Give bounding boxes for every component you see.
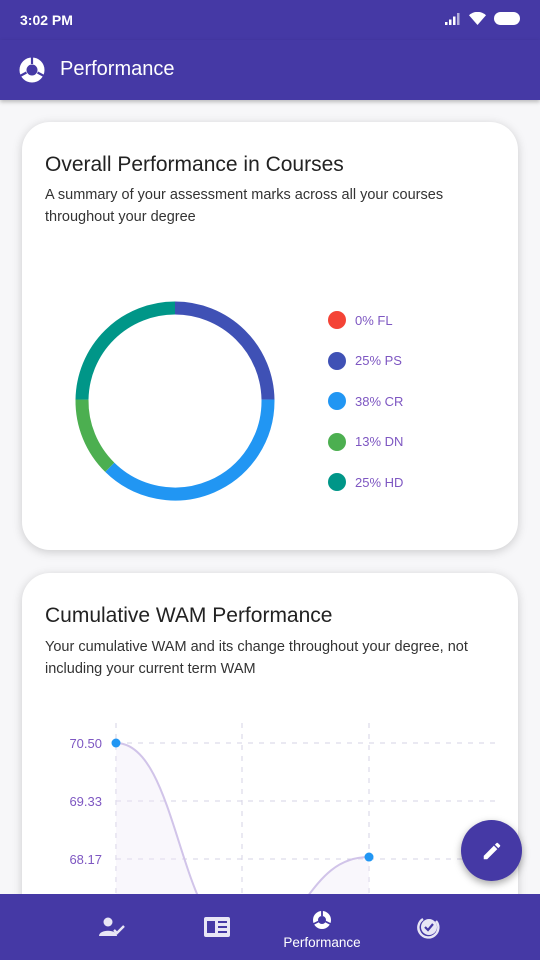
legend-label-ps: 25% PS bbox=[355, 353, 402, 368]
edit-fab-button[interactable] bbox=[461, 820, 522, 881]
person-check-icon bbox=[99, 917, 125, 936]
performance-card-description: A summary of your assessment marks acros… bbox=[45, 187, 444, 225]
y-tick-label: 69.33 bbox=[69, 794, 102, 809]
performance-card: Overall Performance in Courses A summary… bbox=[22, 122, 518, 550]
wam-card-title: Cumulative WAM Performance bbox=[45, 604, 333, 627]
legend-dot-ps bbox=[328, 351, 346, 370]
legend-dot-cr bbox=[328, 392, 346, 410]
legend-label-dn: 13% DN bbox=[355, 434, 404, 449]
status-bar: 3:02 PM bbox=[0, 0, 540, 40]
donut-slice-dn bbox=[75, 399, 115, 472]
performance-donut-chart bbox=[75, 301, 275, 501]
nav-item-profile[interactable] bbox=[62, 894, 162, 960]
legend-item-ps: 25% PS bbox=[328, 351, 468, 370]
nav-item-achievements[interactable] bbox=[378, 894, 478, 960]
y-tick-label: 68.17 bbox=[69, 852, 102, 867]
edit-pencil-icon bbox=[483, 842, 500, 859]
page-title: Performance bbox=[60, 58, 175, 80]
donut-slice-hd bbox=[75, 301, 176, 400]
legend-label-hd: 25% HD bbox=[355, 474, 404, 490]
nav-label-performance: Performance bbox=[283, 935, 361, 950]
performance-logo-icon bbox=[19, 56, 45, 83]
status-icons bbox=[445, 12, 522, 25]
legend-item-cr: 38% CR bbox=[328, 392, 468, 410]
legend-item-fl: 0% FL bbox=[328, 311, 468, 329]
donut-slice-ps bbox=[174, 301, 275, 400]
status-time: 3:02 PM bbox=[20, 12, 73, 28]
battery-icon bbox=[494, 12, 520, 25]
y-tick-label: 70.50 bbox=[69, 736, 102, 751]
legend-dot-fl bbox=[328, 311, 346, 329]
bottom-nav: Performance bbox=[0, 894, 540, 960]
app-bar: Performance bbox=[0, 40, 540, 100]
performance-card-title: Overall Performance in Courses bbox=[45, 153, 344, 176]
legend-dot-hd bbox=[328, 473, 346, 491]
legend-label-cr: 38% CR bbox=[355, 393, 404, 409]
performance-icon bbox=[313, 910, 331, 929]
wam-card-description: Your cumulative WAM and its change throu… bbox=[45, 639, 468, 677]
check-badge-icon bbox=[417, 917, 440, 939]
donut-slice-cr bbox=[105, 399, 275, 501]
wam-data-point[interactable] bbox=[364, 852, 374, 862]
legend-dot-dn bbox=[328, 432, 346, 451]
wifi-icon bbox=[469, 12, 486, 25]
legend-label-fl: 0% FL bbox=[355, 312, 393, 328]
wam-data-point[interactable] bbox=[111, 738, 121, 748]
news-icon bbox=[204, 917, 230, 937]
legend-item-hd: 25% HD bbox=[328, 473, 468, 491]
nav-item-performance[interactable]: Performance bbox=[272, 894, 372, 960]
nav-item-news[interactable] bbox=[167, 894, 267, 960]
signal-icon bbox=[445, 12, 460, 25]
legend-item-dn: 13% DN bbox=[328, 432, 468, 451]
